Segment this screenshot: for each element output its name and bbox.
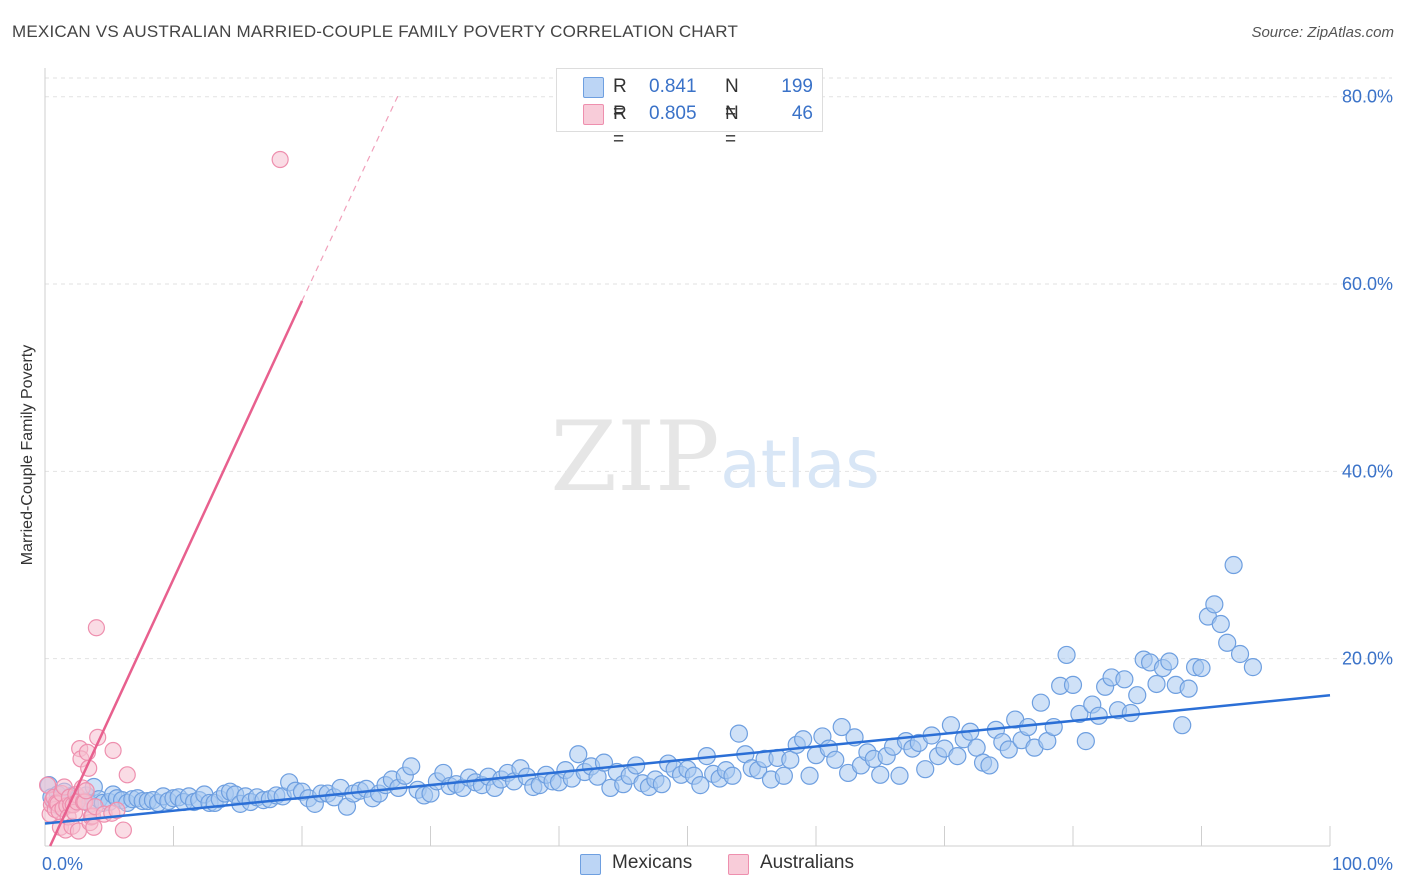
chart-title: MEXICAN VS AUSTRALIAN MARRIED-COUPLE FAM… [12,22,739,41]
legend-n-label: N = [725,76,739,123]
y-tick-label: 40.0% [1342,461,1393,481]
legend-n-value: 199 [781,76,813,97]
australians-point [108,801,126,820]
mexicans-point [691,776,710,795]
source-label: Source: ZipAtlas.com [1251,24,1394,41]
legend-r-label: R = [613,76,627,123]
mexicans-point [1211,614,1230,634]
australians-point [104,741,122,760]
y-tick-label: 20.0% [1342,649,1393,669]
mexicans-point [569,745,588,764]
mexicans-point [1070,704,1089,724]
mexicans-point [980,756,999,775]
mexicans-point [1173,716,1192,735]
data-points [38,150,1263,840]
australians-trend-extension [301,94,399,302]
mexicans-point [1243,658,1263,677]
legend-r-value: 0.841 [649,76,697,97]
mexicans-point [1063,675,1083,695]
bottom-legend-label: Mexicans [612,852,693,873]
mexicans-point [402,757,421,776]
australians-point [118,766,136,784]
mexicans-point [1192,658,1211,678]
mexicans-point [871,765,890,784]
mexicans-point [1076,732,1095,751]
mexicans-point [781,750,800,769]
tick-labels: 20.0% 40.0% 60.0% 80.0% 0.0% 100.0% [42,87,1393,874]
australians-point [77,782,95,800]
mexicans-point [826,750,845,769]
y-tick-label: 60.0% [1342,274,1393,294]
mexicans-point [1218,633,1237,652]
mexicans-point [916,760,935,779]
mexicans-point [832,717,851,737]
mexicans-point [652,775,671,794]
watermark: ZIP atlas [550,401,879,513]
x-tick-label: 0.0% [42,854,83,874]
mexicans-point [1160,652,1179,671]
legend-n-value: 46 [791,103,813,124]
australians-point [87,619,106,637]
watermark-atlas: atlas [720,426,880,503]
mexicans-point [1205,595,1224,614]
bottom-legend-label: Australians [760,852,854,873]
mexicans-point [1128,686,1147,705]
mexicans-point [890,766,909,785]
mexicans-point [1089,706,1108,725]
mexicans-point [1179,679,1198,698]
australians-point [85,818,103,836]
gridlines [45,77,1392,660]
x-tick-label: 100.0% [1332,854,1393,874]
mexicans-point [1031,693,1050,712]
legend-swatch-mexicans [583,77,604,98]
mexicans-point [1121,703,1140,723]
legend-swatch-australians [583,104,604,125]
australians-point [271,150,289,169]
bottom-legend-swatch-mexicans [580,854,601,875]
mexicans-point [794,730,813,749]
mexicans-point [999,740,1018,759]
mexicans-point [729,724,749,743]
y-tick-label: 80.0% [1342,87,1393,107]
legend-r-label: R = [613,103,627,150]
australians-point [114,821,132,839]
mexicans-point [941,716,961,735]
mexicans-point [800,766,819,785]
bottom-legend-swatch-australians [728,854,749,875]
mexicans-point [948,746,967,766]
watermark-zip: ZIP [550,401,719,513]
mexicans-point [1147,674,1166,694]
trend-lines [44,94,1331,847]
mexicans-point [1057,645,1076,665]
mexicans-point [1115,670,1134,689]
mexicans-point [967,738,986,757]
legend-r-value: 0.805 [649,103,697,124]
mexicans-point [723,766,742,785]
australians-trend-line [49,300,304,847]
mexicans-trend-line [44,693,1331,825]
mexicans-point [1224,555,1243,575]
mexicans-point [1230,644,1250,664]
stats-legend: R = 0.841 N = 199 R = 0.805 N = 46 [556,68,823,150]
legend-n-label: N = [725,103,739,150]
axes [44,68,1331,847]
mexicans-point [774,766,793,785]
